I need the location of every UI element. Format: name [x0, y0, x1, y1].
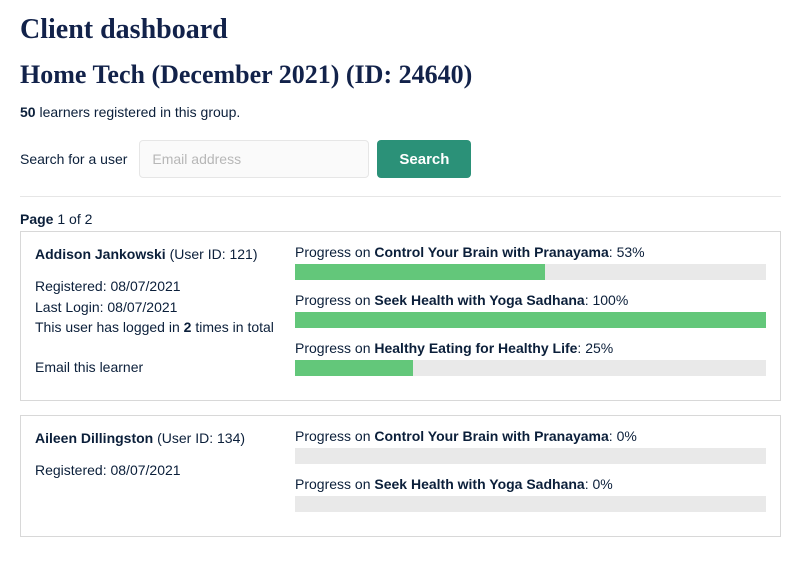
progress-label: Progress on Control Your Brain with Pran…	[295, 428, 766, 444]
progress-bar	[295, 312, 766, 328]
last-login: Last Login: 08/07/2021	[35, 297, 275, 317]
user-progress: Progress on Control Your Brain with Pran…	[295, 244, 766, 388]
progress-bar	[295, 264, 766, 280]
progress-fill	[295, 264, 545, 280]
progress-label: Progress on Healthy Eating for Healthy L…	[295, 340, 766, 356]
user-name: Addison Jankowski	[35, 246, 166, 262]
progress-fill	[295, 312, 766, 328]
group-title: Home Tech (December 2021) (ID: 24640)	[20, 60, 781, 90]
user-card: Addison Jankowski (User ID: 121) Register…	[20, 231, 781, 401]
progress-bar	[295, 360, 766, 376]
registered-text: learners registered in this group.	[36, 104, 241, 120]
pager: Page 1 of 2	[20, 211, 781, 227]
search-input[interactable]	[139, 140, 369, 178]
progress-block: Progress on Control Your Brain with Pran…	[295, 428, 766, 464]
search-button[interactable]: Search	[377, 140, 471, 178]
divider	[20, 196, 781, 197]
login-count: This user has logged in 2 times in total	[35, 317, 275, 337]
registered-date: Registered: 08/07/2021	[35, 276, 275, 296]
user-info: Aileen Dillingston (User ID: 134) Registe…	[35, 428, 275, 524]
progress-label: Progress on Seek Health with Yoga Sadhan…	[295, 476, 766, 492]
pager-prefix: Page	[20, 211, 53, 227]
progress-label: Progress on Control Your Brain with Pran…	[295, 244, 766, 260]
progress-block: Progress on Seek Health with Yoga Sadhan…	[295, 292, 766, 328]
search-row: Search for a user Search	[20, 140, 781, 178]
user-progress: Progress on Control Your Brain with Pran…	[295, 428, 766, 524]
registered-count: 50	[20, 104, 36, 120]
progress-block: Progress on Seek Health with Yoga Sadhan…	[295, 476, 766, 512]
search-label: Search for a user	[20, 151, 127, 167]
progress-block: Progress on Control Your Brain with Pran…	[295, 244, 766, 280]
user-info: Addison Jankowski (User ID: 121) Register…	[35, 244, 275, 388]
page-title: Client dashboard	[20, 14, 781, 46]
pager-current: 1	[53, 211, 69, 227]
user-id: (User ID: 134)	[153, 430, 245, 446]
user-id: (User ID: 121)	[166, 246, 258, 262]
registered-date: Registered: 08/07/2021	[35, 460, 275, 480]
registered-summary: 50 learners registered in this group.	[20, 104, 781, 120]
user-card: Aileen Dillingston (User ID: 134) Registe…	[20, 415, 781, 537]
progress-fill	[295, 360, 413, 376]
pager-suffix: of 2	[69, 211, 92, 227]
progress-bar	[295, 448, 766, 464]
progress-bar	[295, 496, 766, 512]
email-learner-link[interactable]: Email this learner	[35, 357, 143, 377]
progress-block: Progress on Healthy Eating for Healthy L…	[295, 340, 766, 376]
progress-label: Progress on Seek Health with Yoga Sadhan…	[295, 292, 766, 308]
user-name: Aileen Dillingston	[35, 430, 153, 446]
